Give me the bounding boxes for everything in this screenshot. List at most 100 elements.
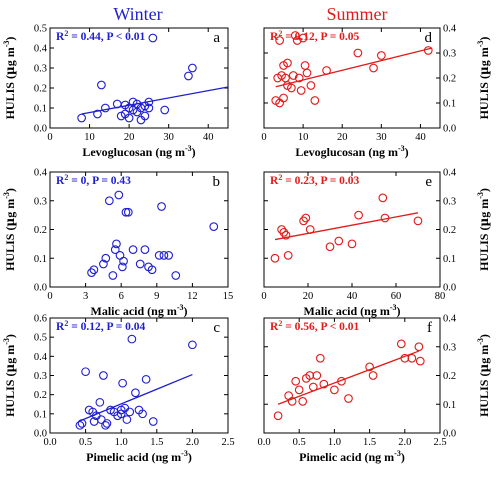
- x-tick-label-c: 0.0: [43, 437, 56, 448]
- data-point-d: [296, 86, 306, 95]
- x-tick-label-b: 3: [83, 291, 88, 302]
- data-point-f: [287, 397, 297, 406]
- data-point-e: [354, 210, 363, 220]
- data-point-d: [298, 33, 308, 43]
- y-tick-label-a: 0.2: [34, 84, 47, 95]
- data-point-d: [292, 36, 302, 45]
- x-tick-label-d: 10: [298, 132, 309, 143]
- y-tick-label-c: 0.3: [34, 371, 47, 382]
- data-point-f: [337, 376, 346, 386]
- x-tick-label-f: 0.5: [293, 437, 306, 448]
- y-axis-label-d: HULIS (µg m-3): [476, 37, 491, 120]
- data-point-d: [287, 83, 296, 93]
- y-tick-label-c: 0.2: [34, 390, 47, 401]
- data-point-c: [188, 340, 197, 350]
- data-point-d: [302, 68, 312, 78]
- y-tick-label-d: 0.3: [443, 49, 456, 60]
- data-point-f: [344, 394, 353, 403]
- data-point-c: [122, 415, 132, 424]
- x-tick-label-e: 40: [347, 291, 358, 302]
- panel-c: 0.0 0.5 1.0 1.5 2.0 2.5 0.0 0.1 0.2 0.3 0.4 0.5 0.6 P…: [2, 314, 235, 465]
- data-point-f: [368, 371, 378, 380]
- data-point-c: [125, 407, 135, 417]
- x-tick-label-b: 15: [223, 291, 234, 302]
- data-point-e: [347, 239, 357, 249]
- data-point-f: [291, 376, 301, 386]
- data-point-d: [275, 36, 284, 45]
- x-tick-label-d: 0: [261, 132, 266, 143]
- data-point-d: [322, 66, 331, 75]
- y-tick-label-e: 0.3: [443, 196, 456, 207]
- data-point-f: [330, 385, 339, 395]
- data-point-c: [81, 367, 90, 377]
- x-tick-label-f: 2.5: [433, 437, 446, 448]
- data-point-f: [294, 385, 304, 395]
- y-tick-label-d: 0.0: [443, 124, 456, 135]
- y-tick-label-c: 0.4: [34, 352, 48, 363]
- data-point-e: [281, 230, 291, 240]
- data-point-e: [413, 216, 423, 226]
- data-point-f: [400, 353, 410, 363]
- data-point-a: [140, 111, 150, 121]
- data-point-f: [396, 339, 406, 349]
- data-point-f: [284, 391, 293, 400]
- data-point-c: [127, 334, 137, 344]
- data-point-e: [283, 251, 293, 260]
- data-point-e: [380, 213, 390, 223]
- panel-d: 0 10 20 30 40 0.0 0.1 0.2 0.3 0.4 Levoglucosan (ng…: [261, 24, 491, 160]
- y-tick-label-f: 0.4: [443, 314, 457, 325]
- data-point-e: [301, 213, 311, 223]
- y-tick-label-f: 0.3: [443, 342, 456, 353]
- y-axis-label-b: HULIS (µg m-3): [2, 188, 17, 271]
- data-point-d: [288, 71, 298, 80]
- data-point-a: [144, 97, 154, 107]
- y-tick-label-b: 0.4: [34, 168, 48, 179]
- x-tick-label-c: 1.5: [150, 437, 163, 448]
- panels-group: 0 10 20 30 400.00.10.20.30.40.5Levoglucosan …: [2, 24, 491, 465]
- data-point-b: [157, 202, 166, 211]
- y-tick-label-b: 0.1: [34, 254, 47, 265]
- data-point-b: [171, 271, 181, 280]
- y-tick-label-c: 0.6: [34, 314, 47, 325]
- data-point-f: [312, 371, 322, 380]
- y-axis-label-f: HULIS (µg m-3): [476, 334, 491, 417]
- y-tick-label-f: 0.0: [443, 429, 456, 440]
- x-tick-label-e: 60: [391, 291, 402, 302]
- data-point-a: [101, 103, 110, 113]
- data-point-a: [112, 99, 122, 109]
- fit-line-a: [81, 86, 229, 115]
- y-tick-label-b: 0.0: [34, 283, 47, 294]
- data-point-b: [164, 251, 174, 260]
- x-tick-label-b: 0: [47, 291, 52, 302]
- data-point-b: [135, 259, 145, 269]
- y-tick-label-d: 0.4: [443, 24, 457, 35]
- data-point-b: [118, 262, 127, 272]
- y-tick-label-c: 0.0: [34, 429, 47, 440]
- y-tick-label-e: 0.2: [443, 225, 456, 236]
- data-point-f: [298, 397, 308, 406]
- x-tick-label-a: 40: [203, 132, 214, 143]
- y-tick-label-e: 0.4: [443, 168, 457, 179]
- data-point-a: [77, 113, 86, 123]
- x-tick-label-b: 9: [154, 291, 159, 302]
- x-axis-label-f: Pimelic acid (ng m-3): [299, 449, 405, 464]
- data-point-d: [279, 93, 288, 103]
- data-point-c: [138, 409, 147, 419]
- y-tick-label-e: 0.1: [443, 254, 456, 265]
- data-point-d: [306, 81, 316, 90]
- stats-annotation-f: R2 = 0.56, P < 0.01: [270, 319, 360, 333]
- data-point-f: [415, 356, 425, 366]
- data-point-a: [97, 80, 106, 90]
- panel-letter-b: b: [213, 174, 221, 190]
- data-point-e: [299, 216, 308, 226]
- x-tick-label-c: 2.5: [221, 437, 234, 448]
- y-tick-label-e: 0.0: [443, 283, 456, 294]
- y-tick-label-a: 0.1: [34, 104, 47, 115]
- data-point-d: [300, 61, 310, 70]
- data-point-d: [290, 31, 300, 40]
- x-tick-label-f: 0.0: [257, 437, 270, 448]
- data-point-b: [99, 259, 108, 269]
- data-point-f: [305, 371, 315, 380]
- stats-annotation-a: R2 = 0.44, P < 0.01: [56, 29, 146, 43]
- x-tick-label-f: 1.5: [363, 437, 376, 448]
